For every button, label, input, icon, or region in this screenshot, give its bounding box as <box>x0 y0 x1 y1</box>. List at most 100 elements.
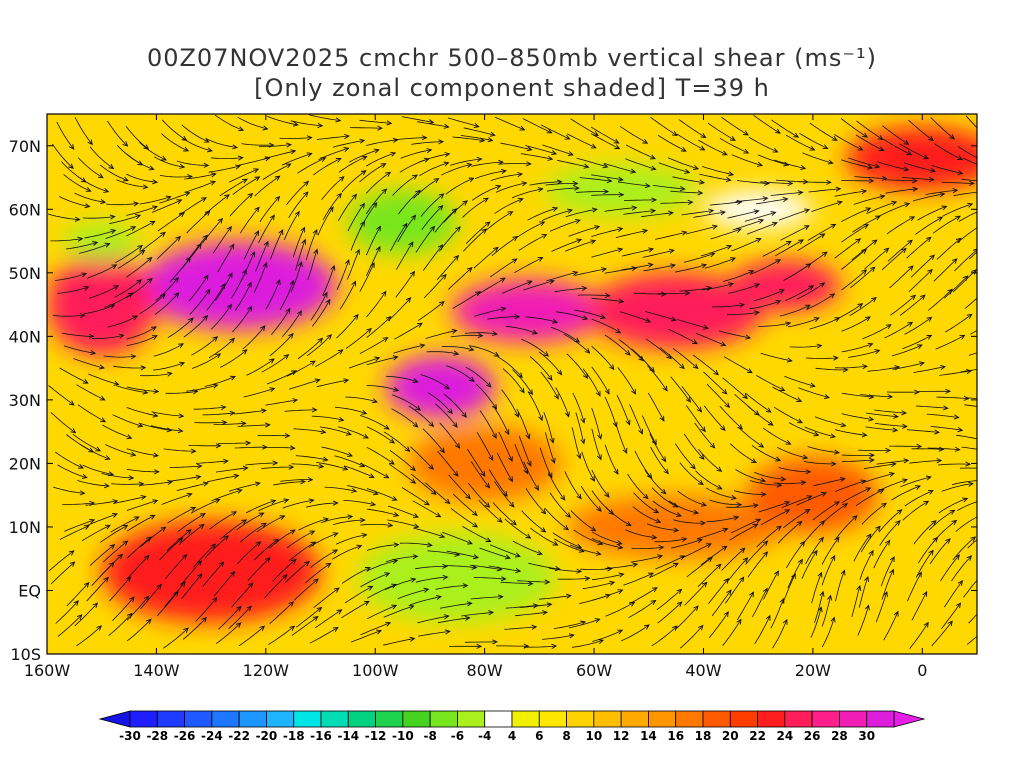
streamline-arrow <box>818 536 824 543</box>
streamline-arrow <box>146 618 152 625</box>
streamline-arrow <box>391 583 398 589</box>
streamline <box>366 385 399 391</box>
streamline <box>878 509 902 533</box>
streamline <box>918 537 938 564</box>
streamline-arrow <box>967 202 974 208</box>
streamline <box>542 634 574 640</box>
streamline-arrow <box>878 146 885 152</box>
streamline <box>729 523 758 541</box>
streamline-arrow <box>199 513 206 518</box>
streamline <box>258 499 289 512</box>
streamline <box>591 428 602 460</box>
streamline <box>487 316 520 320</box>
streamline <box>909 460 942 464</box>
streamline <box>286 530 315 549</box>
streamline-arrow <box>423 157 430 163</box>
streamline <box>396 241 414 270</box>
streamline-arrow <box>109 544 116 550</box>
streamline <box>529 356 553 381</box>
streamline-arrow <box>100 199 107 205</box>
streamline <box>52 314 85 317</box>
streamline <box>634 450 652 479</box>
shading-blob <box>588 272 764 350</box>
streamline-arrow <box>229 243 235 250</box>
streamline <box>902 335 932 350</box>
streamline-arrow <box>476 643 483 649</box>
streamline <box>929 509 955 531</box>
colorbar-label: -4 <box>478 729 491 743</box>
streamline <box>807 446 839 453</box>
streamline-arrow <box>954 554 960 561</box>
streamline-arrow <box>830 223 837 229</box>
streamline <box>886 216 915 235</box>
streamline-arrow <box>264 422 271 428</box>
streamline <box>698 448 722 472</box>
streamline <box>647 392 665 421</box>
streamline-arrow <box>945 388 952 394</box>
streamline-arrow <box>653 508 660 514</box>
streamline <box>500 582 533 585</box>
streamline <box>802 152 833 164</box>
streamline <box>390 223 408 252</box>
streamline-arrow <box>79 313 86 319</box>
streamline <box>834 190 867 197</box>
streamline <box>415 226 435 253</box>
colorbar-label: -16 <box>310 729 332 743</box>
streamline <box>760 352 792 362</box>
streamline <box>749 480 782 486</box>
streamline <box>218 442 251 445</box>
streamline-arrow <box>122 524 129 530</box>
shading-blob <box>47 253 157 356</box>
colorbar-label: -6 <box>451 729 464 743</box>
streamline-arrow <box>584 348 591 354</box>
streamline-arrow <box>179 361 186 367</box>
streamline-arrow <box>178 343 185 349</box>
streamline <box>417 301 445 321</box>
streamline <box>494 481 515 508</box>
streamline-arrow <box>154 469 160 475</box>
streamline <box>279 280 294 311</box>
colorbar-label: -24 <box>201 729 223 743</box>
streamline <box>208 165 241 173</box>
map-area <box>47 114 977 654</box>
streamline-arrow <box>90 350 97 356</box>
streamline-arrow <box>241 178 248 184</box>
colorbar-label: 28 <box>831 729 848 743</box>
streamline-arrow <box>335 117 342 123</box>
streamline <box>465 221 491 244</box>
streamline <box>881 248 907 271</box>
streamline-arrow <box>428 421 435 428</box>
streamline-arrow <box>593 131 599 137</box>
streamline-arrow <box>552 206 559 212</box>
streamline-arrow <box>226 225 232 232</box>
streamline-arrow <box>776 482 783 488</box>
streamline <box>851 585 861 618</box>
streamline <box>858 576 869 608</box>
streamline <box>491 236 518 257</box>
streamline-arrow <box>438 139 445 145</box>
colorbar-swatch <box>347 710 376 728</box>
streamline-arrow <box>177 537 184 543</box>
streamline <box>216 622 241 644</box>
streamline-arrow <box>385 315 392 322</box>
streamline <box>693 211 726 218</box>
colorbar-swatch <box>866 710 895 728</box>
streamline-arrow <box>536 550 543 556</box>
streamline-arrow <box>726 244 733 250</box>
streamline <box>280 479 313 482</box>
streamline-arrow <box>97 173 104 179</box>
streamline <box>168 476 201 482</box>
streamline <box>446 550 479 558</box>
streamline-arrow <box>860 479 867 485</box>
streamline-arrow <box>454 442 461 449</box>
streamline <box>721 116 749 136</box>
streamline-arrow <box>289 445 296 451</box>
lon-label: 140W <box>133 661 180 680</box>
streamline <box>343 465 375 478</box>
streamline <box>904 490 934 507</box>
streamline <box>79 243 110 254</box>
streamline <box>621 264 653 271</box>
streamline-arrow <box>471 564 478 570</box>
streamline-arrow <box>135 214 142 220</box>
streamline-arrow <box>551 150 558 156</box>
